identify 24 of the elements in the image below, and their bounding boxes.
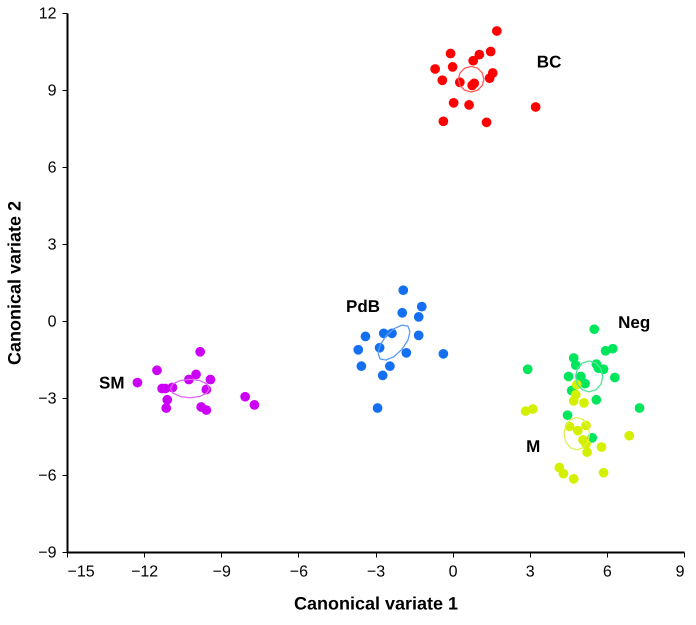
y-axis-title: Canonical variate 2	[4, 200, 24, 366]
x-tick-label: −12	[131, 564, 158, 580]
y-tick-label: 12	[38, 6, 57, 22]
x-tick-label: 0	[448, 564, 458, 580]
y-tick-label: 3	[48, 236, 57, 254]
x-tick-label: 6	[602, 564, 612, 580]
x-axis-title: Canonical variate 1	[294, 594, 458, 614]
annotation: Neg	[618, 313, 650, 332]
x-tick-label: 9	[676, 564, 685, 580]
x-tick-label: −3	[366, 564, 386, 580]
annotation: BC	[536, 52, 562, 72]
annotation: SM	[99, 374, 125, 393]
y-tick-label: 6	[48, 160, 57, 176]
y-tick-label: 0	[48, 314, 57, 330]
y-tick-label: −3	[38, 390, 57, 408]
annotation: M	[526, 437, 540, 456]
annotation: PdB	[346, 296, 380, 316]
y-tick-label: −6	[38, 468, 57, 484]
x-tick-label: −9	[212, 564, 231, 580]
y-tick-label: 9	[48, 82, 57, 100]
y-tick-label: −9	[38, 544, 57, 562]
x-tick-label: −6	[290, 564, 308, 580]
x-tick-label: −15	[68, 564, 95, 580]
x-tick-label: 3	[526, 564, 535, 580]
